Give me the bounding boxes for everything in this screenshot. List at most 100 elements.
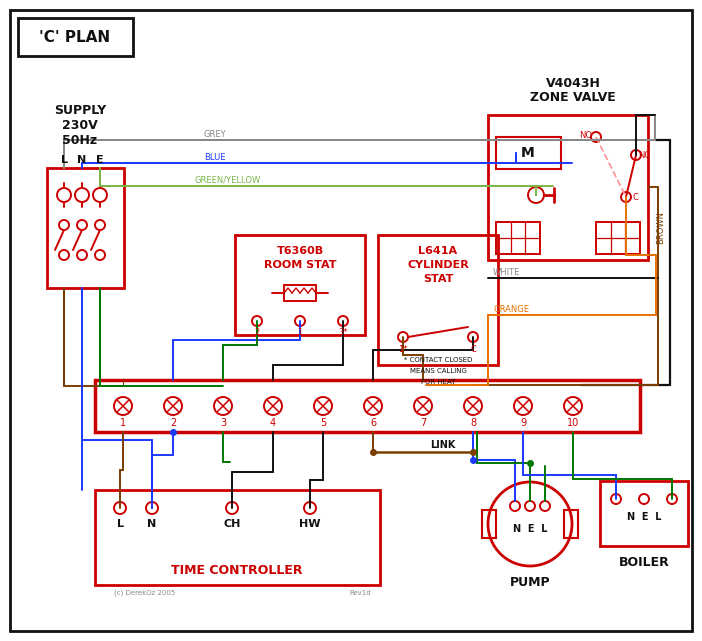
Text: BLUE: BLUE: [204, 153, 226, 162]
Text: 1: 1: [298, 328, 303, 337]
Text: TIME CONTROLLER: TIME CONTROLLER: [171, 565, 303, 578]
Text: WHITE: WHITE: [493, 267, 520, 276]
Circle shape: [59, 220, 69, 230]
Text: L: L: [60, 155, 67, 165]
Bar: [482, 510, 496, 538]
Text: 9: 9: [520, 418, 526, 428]
Text: 4: 4: [270, 418, 276, 428]
Bar: [47, 168, 124, 288]
Text: C: C: [632, 192, 638, 201]
Circle shape: [264, 397, 282, 415]
Text: BOILER: BOILER: [618, 556, 670, 569]
Text: 'C' PLAN: 'C' PLAN: [39, 29, 110, 44]
Circle shape: [398, 332, 408, 342]
Text: N  E  L: N E L: [512, 524, 548, 534]
Text: 7: 7: [420, 418, 426, 428]
Bar: [235, 235, 365, 335]
Text: 6: 6: [370, 418, 376, 428]
Circle shape: [95, 250, 105, 260]
Text: SUPPLY: SUPPLY: [54, 103, 106, 117]
Text: 50Hz: 50Hz: [62, 133, 98, 147]
Circle shape: [252, 316, 262, 326]
Text: N: N: [147, 519, 157, 529]
Circle shape: [295, 316, 305, 326]
Circle shape: [510, 501, 520, 511]
Circle shape: [164, 397, 182, 415]
Text: 5: 5: [320, 418, 326, 428]
Text: L: L: [117, 519, 124, 529]
Text: NO: NO: [579, 131, 592, 140]
Circle shape: [364, 397, 382, 415]
Text: HW: HW: [299, 519, 321, 529]
Bar: [378, 235, 498, 365]
Circle shape: [488, 482, 572, 566]
Text: PUMP: PUMP: [510, 576, 550, 588]
Text: (c) DerekOz 2005: (c) DerekOz 2005: [114, 590, 176, 596]
Bar: [95, 380, 640, 432]
Text: 3*: 3*: [338, 328, 347, 337]
Text: 3: 3: [220, 418, 226, 428]
Text: Rev1d: Rev1d: [349, 590, 371, 596]
Circle shape: [304, 502, 316, 514]
Circle shape: [146, 502, 158, 514]
Text: 2: 2: [254, 328, 260, 337]
Circle shape: [468, 332, 478, 342]
Bar: [95, 490, 380, 585]
Text: 230V: 230V: [62, 119, 98, 131]
Text: BROWN: BROWN: [656, 210, 665, 244]
Circle shape: [338, 316, 348, 326]
Text: 2: 2: [170, 418, 176, 428]
Circle shape: [114, 397, 132, 415]
Text: * CONTACT CLOSED: * CONTACT CLOSED: [404, 357, 472, 363]
Circle shape: [77, 250, 87, 260]
Circle shape: [75, 188, 89, 202]
Text: C: C: [470, 344, 476, 353]
Circle shape: [540, 501, 550, 511]
Circle shape: [226, 502, 238, 514]
Circle shape: [591, 132, 601, 142]
Text: NC: NC: [638, 151, 650, 160]
Circle shape: [95, 220, 105, 230]
Circle shape: [93, 188, 107, 202]
Text: CH: CH: [223, 519, 241, 529]
Circle shape: [57, 188, 71, 202]
Circle shape: [59, 250, 69, 260]
Bar: [596, 222, 640, 254]
Circle shape: [621, 192, 631, 202]
Text: GREEN/YELLOW: GREEN/YELLOW: [195, 176, 261, 185]
Circle shape: [114, 502, 126, 514]
Text: GREY: GREY: [204, 129, 226, 138]
Circle shape: [464, 397, 482, 415]
Text: E: E: [96, 155, 104, 165]
Circle shape: [77, 220, 87, 230]
Circle shape: [631, 150, 641, 160]
Circle shape: [414, 397, 432, 415]
Circle shape: [639, 494, 649, 504]
Text: LINK: LINK: [430, 440, 456, 450]
Bar: [284, 285, 316, 301]
Bar: [600, 481, 688, 546]
Text: T6360B: T6360B: [277, 246, 324, 256]
Circle shape: [314, 397, 332, 415]
Bar: [488, 115, 648, 260]
Text: ORANGE: ORANGE: [493, 304, 529, 313]
Text: 1*: 1*: [398, 344, 408, 353]
Text: M: M: [521, 146, 535, 160]
Bar: [496, 222, 540, 254]
Circle shape: [525, 501, 535, 511]
Text: ROOM STAT: ROOM STAT: [264, 260, 336, 270]
Text: 1: 1: [120, 418, 126, 428]
Circle shape: [611, 494, 621, 504]
Circle shape: [514, 397, 532, 415]
Text: ZONE VALVE: ZONE VALVE: [530, 90, 616, 103]
Text: CYLINDER: CYLINDER: [407, 260, 469, 270]
Circle shape: [214, 397, 232, 415]
Bar: [18, 18, 133, 56]
Text: L641A: L641A: [418, 246, 458, 256]
Circle shape: [667, 494, 677, 504]
Text: STAT: STAT: [423, 274, 453, 284]
Text: 10: 10: [567, 418, 579, 428]
Circle shape: [528, 187, 544, 203]
Text: V4043H: V4043H: [545, 76, 600, 90]
Text: N: N: [77, 155, 86, 165]
